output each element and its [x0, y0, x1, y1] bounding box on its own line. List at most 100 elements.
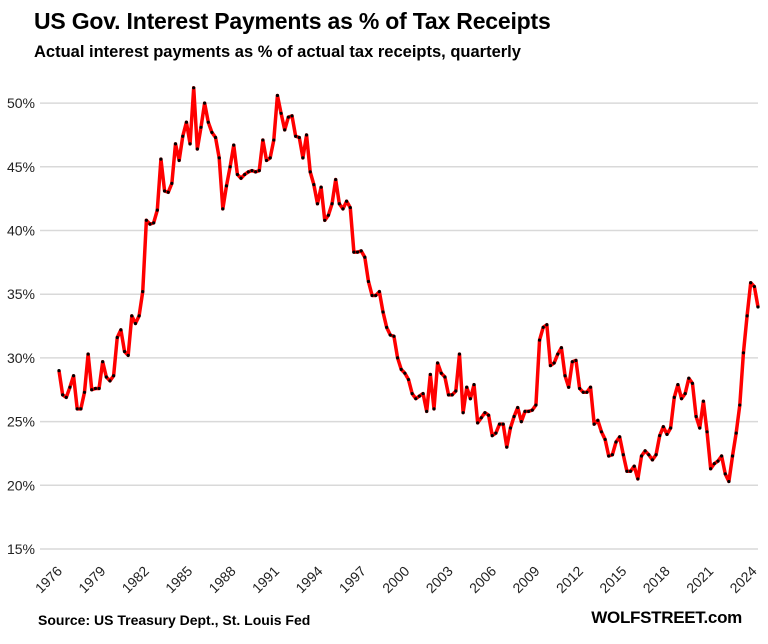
x-tick-label: 1994	[292, 563, 325, 596]
data-point	[425, 409, 429, 414]
x-tick-label: 2024	[726, 563, 759, 596]
data-point	[181, 134, 185, 138]
y-tick-label: 15%	[7, 541, 35, 557]
data-point	[184, 120, 189, 124]
data-point	[439, 371, 443, 375]
data-point	[399, 367, 403, 371]
data-point	[363, 255, 367, 259]
data-point	[621, 453, 625, 457]
data-point	[679, 397, 684, 401]
data-point	[137, 314, 141, 318]
data-point	[228, 165, 232, 169]
data-point	[479, 416, 483, 420]
data-point	[508, 426, 513, 430]
data-point	[221, 207, 225, 211]
data-point	[534, 403, 538, 407]
y-tick-label: 50%	[7, 95, 35, 111]
y-tick-label: 35%	[7, 286, 35, 302]
data-point	[486, 413, 491, 417]
data-point	[337, 202, 341, 206]
data-point	[436, 361, 440, 365]
data-point	[359, 249, 363, 253]
data-point	[472, 383, 476, 387]
data-point	[716, 459, 720, 463]
data-point	[541, 325, 545, 329]
x-tick-label: 2018	[640, 563, 673, 596]
data-point	[152, 221, 156, 225]
brand-logo-text: WOLFSTREET.com	[591, 608, 742, 627]
data-point	[385, 325, 389, 329]
data-point	[104, 375, 108, 379]
data-point	[599, 430, 604, 434]
data-point	[71, 374, 76, 378]
data-point	[428, 372, 432, 377]
data-point	[501, 422, 505, 426]
data-point	[301, 156, 305, 160]
x-tick-label: 1976	[32, 563, 65, 596]
data-point	[712, 462, 716, 466]
data-point	[658, 434, 662, 438]
data-point	[330, 202, 334, 206]
x-tick-label: 2000	[379, 563, 412, 596]
data-point	[618, 435, 622, 439]
data-point	[650, 458, 655, 462]
data-point	[647, 453, 651, 457]
data-point	[719, 454, 724, 458]
data-point	[297, 135, 301, 140]
data-point	[530, 408, 534, 412]
gridlines	[40, 102, 758, 550]
data-point	[669, 426, 673, 430]
x-tick-label: 1985	[162, 563, 195, 596]
data-point	[206, 120, 210, 124]
data-point	[570, 360, 574, 364]
x-tick-label: 1991	[249, 563, 282, 596]
source-note: Source: US Treasury Dept., St. Louis Fed	[38, 612, 311, 628]
data-point	[738, 403, 742, 407]
data-point	[64, 395, 68, 399]
data-point	[374, 293, 378, 298]
data-point	[610, 453, 614, 457]
data-point	[457, 352, 462, 356]
data-point	[166, 190, 170, 194]
data-point	[723, 472, 727, 476]
x-axis-ticks: 1976 1979 1982 1985 1988 1991 1994 1997 2000 2003…	[32, 563, 760, 596]
data-point	[756, 305, 760, 309]
data-point	[199, 125, 203, 129]
data-point	[82, 390, 87, 394]
data-point	[130, 314, 134, 318]
data-point	[741, 351, 746, 355]
y-tick-label: 30%	[7, 350, 35, 366]
data-point	[446, 393, 451, 397]
data-point	[559, 346, 564, 350]
data-point	[727, 479, 731, 484]
data-point	[749, 281, 753, 285]
y-tick-label: 25%	[7, 414, 35, 430]
data-point	[173, 142, 178, 146]
data-point	[519, 420, 523, 424]
data-point	[224, 184, 229, 188]
data-point	[126, 353, 130, 357]
data-point	[192, 86, 196, 90]
data-point	[119, 328, 123, 332]
data-point	[494, 431, 498, 435]
data-point	[283, 128, 287, 132]
data-point	[315, 202, 320, 206]
y-tick-label: 40%	[7, 223, 35, 239]
data-point	[75, 407, 79, 411]
data-point	[676, 383, 680, 387]
data-point	[272, 138, 276, 142]
data-point	[348, 205, 352, 210]
data-point	[432, 407, 436, 411]
data-point	[57, 369, 61, 373]
x-tick-label: 1997	[336, 563, 369, 596]
data-point	[239, 176, 243, 180]
data-point	[268, 156, 272, 160]
chart-subtitle: Actual interest payments as % of actual …	[34, 43, 521, 61]
data-point	[388, 333, 392, 337]
data-point	[654, 453, 658, 457]
data-point	[79, 407, 83, 411]
data-point	[370, 293, 374, 298]
data-point	[381, 310, 385, 314]
data-point	[505, 445, 509, 449]
data-point	[694, 414, 698, 419]
